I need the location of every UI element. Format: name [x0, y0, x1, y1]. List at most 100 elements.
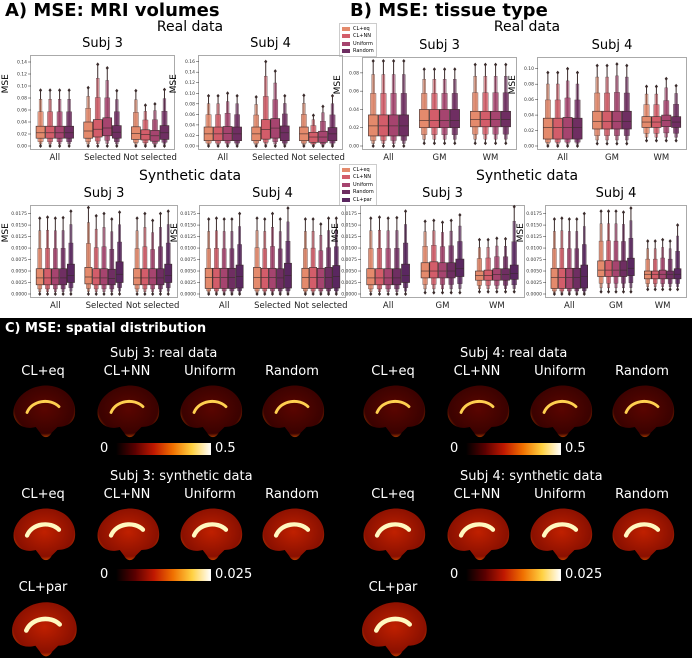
boxen-cl-eq	[203, 93, 214, 148]
boxen-uniform	[318, 104, 328, 148]
y-tick-label: 0.0075	[341, 257, 357, 263]
colorbar-min-label: 0	[450, 567, 459, 582]
outlier-marker	[422, 141, 426, 146]
outlier-marker	[644, 138, 649, 143]
brain-error-map	[97, 385, 160, 438]
legend-label: Random	[353, 48, 374, 55]
outlier-marker	[402, 59, 406, 63]
chart-a-real-subj4: Subj 4 MSE 0.00 0.02 0.04 0.06 0.08 0.10 0.12 0.1…	[169, 36, 345, 163]
outlier-marker	[153, 102, 157, 106]
outlier-marker	[566, 144, 570, 148]
outlier-marker	[566, 66, 570, 71]
boxen-level	[158, 246, 163, 290]
section-b-title: B) MSE: tissue type	[350, 0, 548, 21]
outlier-marker	[606, 209, 611, 214]
outlier-marker	[575, 292, 579, 296]
brain-label: CL+par	[18, 580, 68, 595]
legend-label: CL+par	[353, 196, 372, 203]
boxen-cl-nn	[378, 59, 389, 148]
chart-title: Subj 3	[83, 186, 125, 201]
outlier-marker	[69, 292, 73, 296]
boxen-cl-eq	[131, 88, 141, 148]
outlier-marker	[45, 292, 50, 296]
boxen-uniform	[270, 69, 281, 148]
chart-b-synthetic-subj4: Subj 4 MSE 0.0000 0.0025 0.0050 0.0075 0.0100 0…	[516, 186, 687, 311]
outlier-marker	[135, 216, 139, 221]
y-tick-label: 0.0025	[11, 280, 27, 286]
outlier-marker	[599, 209, 603, 214]
legend-item: Random	[342, 189, 374, 197]
legend-swatch	[342, 49, 350, 54]
box-iqr	[366, 268, 376, 286]
legend-item: CL+par	[342, 196, 374, 204]
boxen-plot: 0.0000 0.0025 0.0050 0.0075 0.0100 0.0125 0.01…	[341, 204, 519, 311]
box-iqr	[562, 117, 573, 140]
chart-a-real-subj3: Subj 3 MSE 0.00 0.02 0.04 0.06 0.08 0.10 0.12 0.1…	[1, 36, 177, 163]
y-tick-label: 0.06	[349, 89, 359, 95]
brain-label: Uniform	[534, 364, 586, 379]
brain-label: Random	[615, 487, 669, 502]
y-tick-label: 0.0075	[180, 257, 196, 263]
outlier-marker	[443, 67, 447, 72]
y-tick-label: 0.0175	[341, 211, 357, 217]
outlier-marker	[330, 144, 335, 148]
boxen-plot: 0.00 0.02 0.04 0.06 0.08 0.10 0.12 0.14 0.16 All S…	[185, 59, 345, 163]
box-iqr	[661, 114, 672, 127]
outlier-marker	[449, 290, 453, 295]
outlier-marker	[483, 141, 487, 146]
chart-b-synthetic-subj3: Subj 3 MSE 0.0000 0.0025 0.0050 0.0075 0.0100 0…	[331, 186, 525, 311]
legend-swatch	[342, 175, 350, 180]
box-iqr	[666, 270, 674, 280]
outlier-marker	[403, 292, 408, 296]
y-tick-label: 0.0050	[180, 269, 196, 275]
boxen-random	[573, 217, 581, 296]
y-tick-label: 0.0100	[11, 246, 27, 252]
legend-swatch	[342, 197, 350, 202]
boxen-cl-eq	[419, 67, 430, 146]
outlier-marker	[86, 144, 90, 148]
y-tick-label: 0.0150	[11, 223, 27, 229]
boxen-cl-par	[673, 223, 682, 292]
boxen-cl-nn	[309, 217, 317, 296]
outlier-marker	[321, 104, 325, 109]
boxen-cl-nn	[308, 113, 319, 148]
legend-real: CL+eq CL+NN Uniform Random	[339, 23, 377, 57]
boxen-cl-nn	[429, 67, 440, 146]
box-iqr	[133, 268, 141, 286]
outlier-marker	[254, 94, 258, 99]
outlier-marker	[423, 290, 427, 295]
box-iqr	[597, 260, 605, 277]
boxen-cl-nn	[140, 103, 151, 148]
boxen-cl-eq	[251, 94, 261, 148]
y-tick-label: 0.12	[17, 72, 27, 78]
brain-label: Random	[265, 487, 319, 502]
outlier-marker	[226, 91, 230, 96]
outlier-marker	[654, 138, 658, 143]
outlier-marker	[614, 209, 618, 214]
y-tick-label: 0.0125	[11, 234, 27, 240]
boxen-level	[262, 96, 269, 143]
outlier-marker	[486, 289, 490, 294]
brain-error-map	[363, 385, 426, 438]
boxen-random	[59, 215, 68, 296]
boxen-random	[276, 217, 285, 296]
boxen-random	[232, 93, 242, 148]
y-tick-label: 0.06	[185, 112, 195, 118]
box-iqr	[260, 267, 269, 289]
outlier-marker	[162, 144, 167, 148]
outlier-marker	[311, 113, 315, 118]
boxen-cl-eq	[83, 85, 93, 148]
boxen-cl-nn	[552, 70, 563, 148]
box-iqr	[455, 258, 465, 277]
boxen-cl-eq	[470, 62, 481, 146]
y-tick-label: 0.10	[17, 84, 27, 90]
x-tick-label: Selected	[252, 153, 289, 163]
outlier-marker	[115, 144, 119, 148]
boxen-random	[156, 211, 165, 296]
boxen-uniform	[102, 66, 113, 148]
x-tick-label: All	[50, 153, 61, 163]
boxen-cl-eq	[420, 219, 430, 295]
legend-synthetic: CL+eq CL+NN Uniform Random CL+par	[339, 164, 377, 206]
box-iqr	[268, 267, 277, 289]
outlier-marker	[494, 141, 498, 146]
